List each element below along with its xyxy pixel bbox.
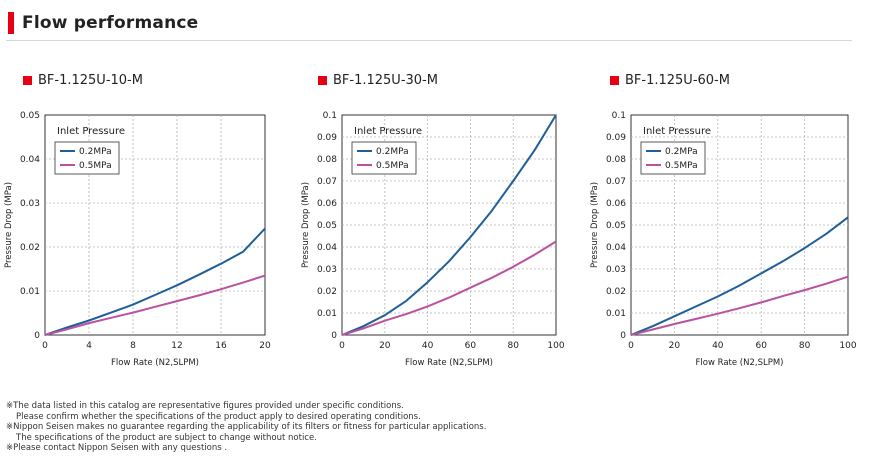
y-tick-label: 0	[620, 331, 626, 341]
series-line-0	[44, 227, 266, 336]
legend-box	[54, 141, 120, 175]
legend-entry: 0.5MPa	[376, 161, 409, 171]
y-tick-label: 0.03	[606, 265, 626, 275]
y-tick-label: 0.01	[606, 309, 626, 319]
note-line: ※Nippon Seisen makes no guarantee regard…	[6, 422, 487, 433]
x-tick-label: 60	[465, 341, 477, 351]
y-tick-label: 0.09	[606, 133, 626, 143]
x-tick-label: 100	[839, 341, 856, 351]
chart-3-title: BF-1.125U-60-M	[610, 73, 730, 88]
x-tick-label: 0	[339, 341, 345, 351]
chart-2-title: BF-1.125U-30-M	[318, 73, 438, 88]
y-tick-label: 0.02	[317, 287, 337, 297]
y-tick-label: 0.04	[606, 243, 626, 253]
chart-1-title-text: BF-1.125U-10-M	[38, 73, 143, 88]
series-line-1	[630, 275, 849, 336]
legend-entry: 0.2MPa	[376, 147, 409, 157]
y-tick-label: 0.03	[20, 199, 40, 209]
y-tick-label: 0.04	[317, 243, 337, 253]
legend-entry: 0.2MPa	[665, 147, 698, 157]
legend-title: Inlet Pressure	[354, 126, 422, 137]
section-title: Flow performance	[22, 13, 199, 33]
series-line-1	[341, 240, 557, 336]
note-line: Please confirm whether the specification…	[16, 411, 421, 422]
x-tick-label: 20	[379, 341, 391, 351]
legend-box	[640, 141, 706, 175]
x-tick-label: 12	[171, 341, 182, 351]
note-line: ※The data listed in this catalog are rep…	[6, 401, 404, 411]
legend-entry: 0.5MPa	[665, 161, 698, 171]
x-axis-label: Flow Rate (N2,SLPM)	[405, 358, 493, 368]
y-tick-label: 0.07	[317, 177, 337, 187]
x-tick-label: 0	[42, 341, 48, 351]
x-tick-label: 16	[215, 341, 227, 351]
y-tick-label: 0.07	[606, 177, 626, 187]
chart-1-title: BF-1.125U-10-M	[23, 73, 143, 88]
legend-entry: 0.5MPa	[79, 161, 112, 171]
note-line: ※Please contact Nippon Seisen with any q…	[6, 443, 228, 454]
x-tick-label: 80	[507, 341, 519, 351]
chart-3-title-text: BF-1.125U-60-M	[625, 73, 730, 88]
title-bullet-icon	[23, 76, 32, 85]
y-tick-label: 0.04	[20, 155, 40, 165]
y-tick-label: 0.03	[317, 265, 337, 275]
header-divider	[6, 40, 852, 41]
series-line-1	[44, 274, 266, 336]
x-tick-label: 4	[86, 341, 92, 351]
chart-2-title-text: BF-1.125U-30-M	[333, 73, 438, 88]
y-tick-label: 0.02	[606, 287, 626, 297]
y-tick-label: 0.1	[323, 111, 337, 121]
y-tick-label: 0	[34, 331, 40, 341]
legend-entry: 0.2MPa	[79, 147, 112, 157]
title-bullet-icon	[318, 76, 327, 85]
x-tick-label: 60	[755, 341, 767, 351]
y-axis-label: Pressure Drop (MPa)	[590, 182, 600, 268]
x-axis-label: Flow Rate (N2,SLPM)	[111, 358, 199, 368]
legend-title: Inlet Pressure	[57, 126, 125, 137]
y-axis-label: Pressure Drop (MPa)	[301, 182, 311, 268]
y-tick-label: 0.08	[606, 155, 626, 165]
title-bullet-icon	[610, 76, 619, 85]
series-line-0	[341, 114, 557, 336]
y-tick-label: 0	[331, 331, 337, 341]
x-axis-label: Flow Rate (N2,SLPM)	[696, 358, 784, 368]
y-tick-label: 0.09	[317, 133, 337, 143]
legend-title: Inlet Pressure	[643, 126, 711, 137]
y-tick-label: 0.01	[317, 309, 337, 319]
y-tick-label: 0.01	[20, 287, 40, 297]
y-tick-label: 0.06	[606, 199, 626, 209]
x-tick-label: 40	[422, 341, 434, 351]
x-tick-label: 8	[130, 341, 136, 351]
note-line: The specifications of the product are su…	[16, 432, 317, 443]
series-line-0	[630, 216, 849, 336]
x-tick-label: 20	[669, 341, 681, 351]
legend-box	[351, 141, 417, 175]
x-tick-label: 80	[799, 341, 811, 351]
x-tick-label: 40	[712, 341, 724, 351]
y-tick-label: 0.02	[20, 243, 40, 253]
y-tick-label: 0.05	[317, 221, 337, 231]
x-tick-label: 20	[259, 341, 271, 351]
y-axis-label: Pressure Drop (MPa)	[4, 182, 14, 268]
x-tick-label: 0	[628, 341, 634, 351]
y-tick-label: 0.1	[612, 111, 626, 121]
header-accent-bar	[8, 12, 14, 34]
y-tick-label: 0.05	[606, 221, 626, 231]
section-header: Flow performance	[8, 10, 198, 36]
disclaimer-notes: ※The data listed in this catalog are rep…	[6, 401, 486, 454]
x-tick-label: 100	[547, 341, 564, 351]
y-tick-label: 0.05	[20, 111, 40, 121]
y-tick-label: 0.08	[317, 155, 337, 165]
y-tick-label: 0.06	[317, 199, 337, 209]
